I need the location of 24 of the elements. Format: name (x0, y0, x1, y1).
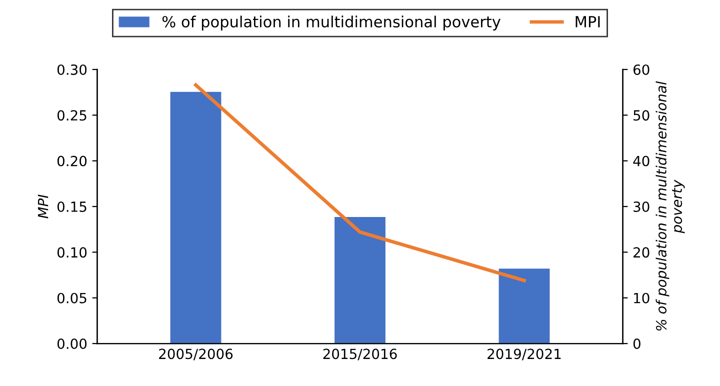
y2-tick-label: 0 (633, 338, 640, 350)
y2-tick-label: 40 (633, 156, 650, 166)
y-tick-label: 0.10 (57, 247, 87, 258)
y2-tick-label: 10 (634, 292, 650, 304)
legend-label: % of population in multidimensional poverty (162, 16, 500, 30)
y-tick-label: 0.25 (57, 110, 86, 121)
x-tick-label: 2019/2021 (488, 348, 561, 360)
y-tick-label: 0.30 (57, 64, 87, 75)
y-tick-label: 0.05 (57, 292, 86, 304)
y-axis-title: MPI (38, 194, 48, 218)
bar (334, 217, 386, 344)
x-tick-label: 2015/2016 (323, 348, 397, 360)
bar (498, 268, 550, 344)
y-tick-label: 0.00 (57, 338, 87, 350)
legend-label: MPI (576, 16, 600, 28)
y2-axis-title: % of population in multidimensional poverty (656, 81, 685, 331)
y2-tick-label: 60 (633, 64, 650, 75)
y-tick-label: 0.15 (57, 201, 86, 212)
y2-tick-label: 50 (634, 110, 650, 121)
bar (170, 92, 222, 344)
y-tick-label: 0.20 (57, 156, 87, 166)
y2-tick-label: 30 (634, 201, 650, 212)
y2-tick-label: 20 (634, 247, 650, 258)
x-tick-label: 2005/2006 (159, 348, 233, 360)
